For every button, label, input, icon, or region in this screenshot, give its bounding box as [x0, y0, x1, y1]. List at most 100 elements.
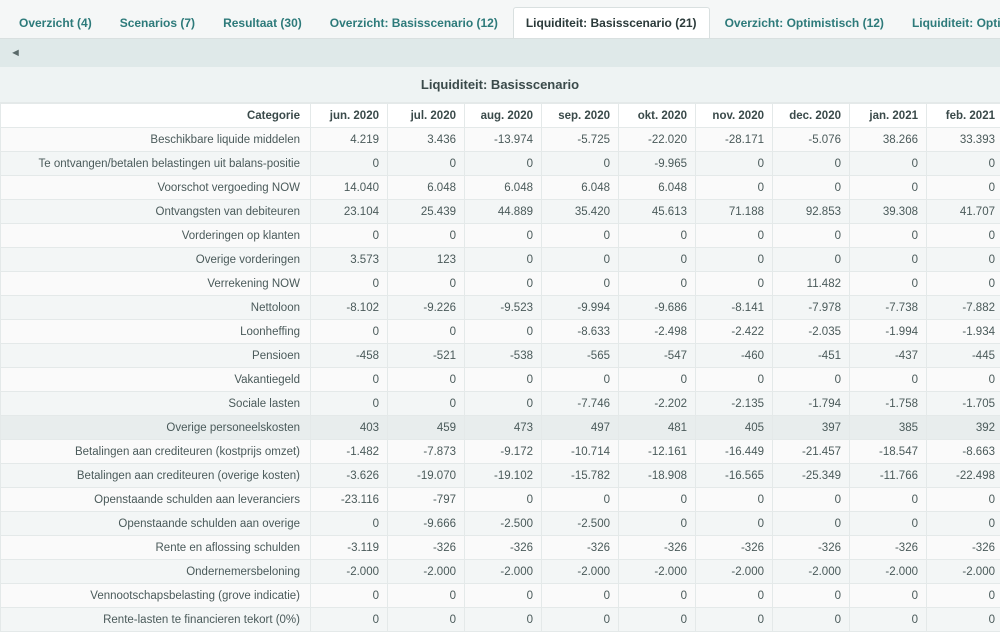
cell: 0 — [850, 584, 927, 608]
cell: -565 — [542, 344, 619, 368]
cell: 0 — [773, 224, 850, 248]
cell: 0 — [542, 248, 619, 272]
cell: -326 — [927, 536, 1000, 560]
cell: 0 — [619, 608, 696, 632]
cell: 0 — [465, 368, 542, 392]
row-label: Openstaande schulden aan leveranciers — [1, 488, 311, 512]
cell: 0 — [927, 248, 1000, 272]
col-header-month-2: aug. 2020 — [465, 104, 542, 128]
cell: 0 — [311, 584, 388, 608]
table-row: Ondernemersbeloning-2.000-2.000-2.000-2.… — [1, 560, 1000, 584]
cell: 45.613 — [619, 200, 696, 224]
col-header-month-4: okt. 2020 — [619, 104, 696, 128]
cell: -538 — [465, 344, 542, 368]
cell: 0 — [542, 368, 619, 392]
cell: -7.873 — [388, 440, 465, 464]
cell: -326 — [619, 536, 696, 560]
cell: -10.714 — [542, 440, 619, 464]
table-row: Vorderingen op klanten000000000 — [1, 224, 1000, 248]
cell: -16.565 — [696, 464, 773, 488]
cell: 0 — [927, 272, 1000, 296]
cell: -2.000 — [465, 560, 542, 584]
tab-3[interactable]: Overzicht: Basisscenario (12) — [317, 7, 511, 38]
cell: -15.782 — [542, 464, 619, 488]
cell: 4.219 — [311, 128, 388, 152]
table-row: Overige vorderingen3.5731230000000 — [1, 248, 1000, 272]
cell: 0 — [542, 488, 619, 512]
cell: 0 — [465, 272, 542, 296]
cell: -21.457 — [773, 440, 850, 464]
cell: 23.104 — [311, 200, 388, 224]
cell: 0 — [773, 488, 850, 512]
cell: -2.500 — [465, 512, 542, 536]
cell: 44.889 — [465, 200, 542, 224]
cell: 0 — [773, 608, 850, 632]
cell: 6.048 — [465, 176, 542, 200]
cell: 0 — [542, 152, 619, 176]
cell: 405 — [696, 416, 773, 440]
cell: 92.853 — [773, 200, 850, 224]
cell: 0 — [619, 584, 696, 608]
cell: 0 — [465, 488, 542, 512]
cell: 41.707 — [927, 200, 1000, 224]
cell: 0 — [773, 176, 850, 200]
col-header-month-7: jan. 2021 — [850, 104, 927, 128]
cell: -9.172 — [465, 440, 542, 464]
tab-6[interactable]: Liquiditeit: Optimistisch (21) — [899, 7, 1000, 38]
row-label: Nettoloon — [1, 296, 311, 320]
cell: -2.000 — [311, 560, 388, 584]
cell: -9.666 — [388, 512, 465, 536]
row-label: Rente-lasten te financieren tekort (0%) — [1, 608, 311, 632]
cell: 0 — [696, 368, 773, 392]
table-row: Vakantiegeld000000000 — [1, 368, 1000, 392]
cell: -521 — [388, 344, 465, 368]
cell: -19.070 — [388, 464, 465, 488]
row-label: Betalingen aan crediteuren (kostprijs om… — [1, 440, 311, 464]
cell: 0 — [696, 512, 773, 536]
cell: -7.882 — [927, 296, 1000, 320]
cell: 0 — [850, 272, 927, 296]
cell: 0 — [927, 488, 1000, 512]
cell: -22.498 — [927, 464, 1000, 488]
cell: -1.705 — [927, 392, 1000, 416]
table-row: Pensioen-458-521-538-565-547-460-451-437… — [1, 344, 1000, 368]
cell: -13.974 — [465, 128, 542, 152]
tab-5[interactable]: Overzicht: Optimistisch (12) — [712, 7, 897, 38]
cell: -7.746 — [542, 392, 619, 416]
cell: -3.119 — [311, 536, 388, 560]
cell: -460 — [696, 344, 773, 368]
row-label: Ondernemersbeloning — [1, 560, 311, 584]
cell: -2.000 — [542, 560, 619, 584]
table-row: Voorschot vergoeding NOW14.0406.0486.048… — [1, 176, 1000, 200]
cell: 38.266 — [850, 128, 927, 152]
row-label: Beschikbare liquide middelen — [1, 128, 311, 152]
row-label: Voorschot vergoeding NOW — [1, 176, 311, 200]
cell: 0 — [311, 608, 388, 632]
table-row: Vennootschapsbelasting (grove indicatie)… — [1, 584, 1000, 608]
cell: -326 — [465, 536, 542, 560]
cell: -2.422 — [696, 320, 773, 344]
sub-toolbar: ◄ — [0, 39, 1000, 67]
cell: 0 — [927, 176, 1000, 200]
table-row: Openstaande schulden aan leveranciers-23… — [1, 488, 1000, 512]
cell: 6.048 — [619, 176, 696, 200]
scroll-left-icon[interactable]: ◄ — [6, 45, 25, 61]
cell: 3.573 — [311, 248, 388, 272]
cell: 0 — [388, 584, 465, 608]
cell: -5.725 — [542, 128, 619, 152]
cell: -1.758 — [850, 392, 927, 416]
cell: 0 — [388, 152, 465, 176]
cell: 0 — [773, 152, 850, 176]
cell: -9.965 — [619, 152, 696, 176]
tab-4[interactable]: Liquiditeit: Basisscenario (21) — [513, 7, 710, 39]
cell: 0 — [927, 152, 1000, 176]
cell: 0 — [696, 608, 773, 632]
tab-0[interactable]: Overzicht (4) — [6, 7, 105, 38]
tab-2[interactable]: Resultaat (30) — [210, 7, 315, 38]
cell: 0 — [927, 512, 1000, 536]
cell: 0 — [388, 272, 465, 296]
row-label: Rente en aflossing schulden — [1, 536, 311, 560]
cell: -2.035 — [773, 320, 850, 344]
tab-1[interactable]: Scenarios (7) — [107, 7, 208, 38]
row-label: Vakantiegeld — [1, 368, 311, 392]
